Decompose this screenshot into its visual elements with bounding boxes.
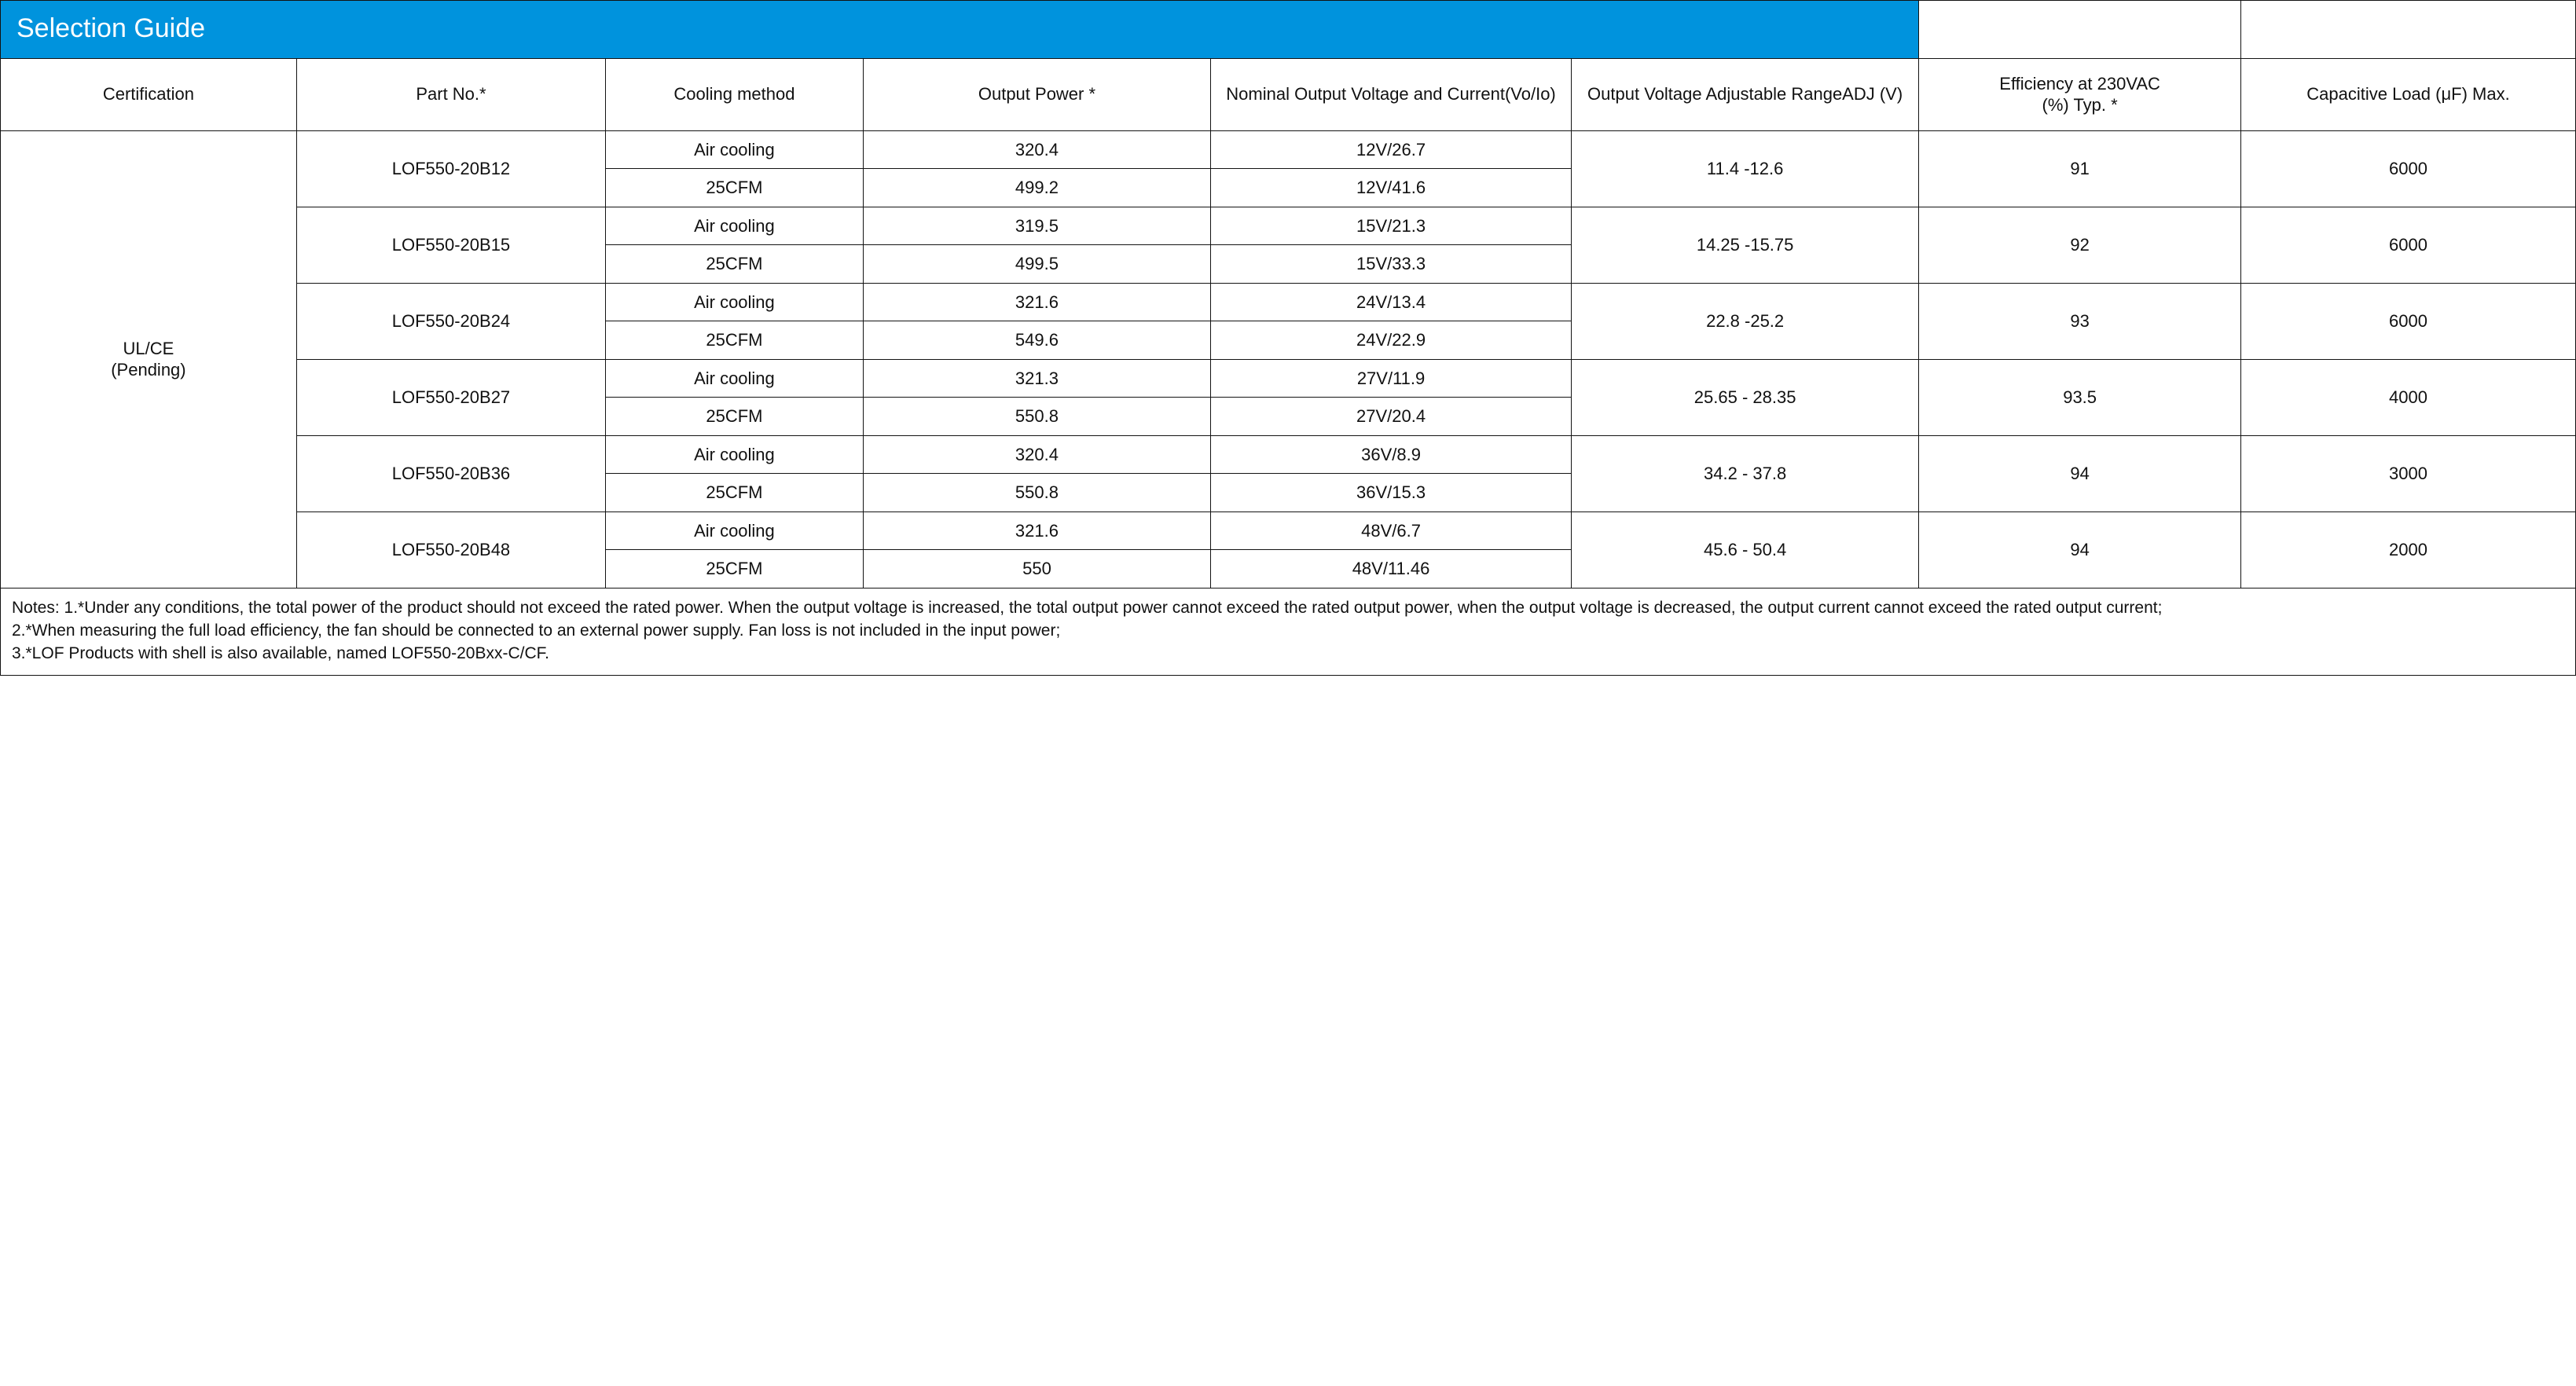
cooling-cell: Air cooling — [606, 435, 864, 474]
adj-range-cell: 45.6 - 50.4 — [1571, 512, 1918, 588]
table-row: LOF550-20B24Air cooling321.624V/13.422.8… — [1, 283, 2576, 321]
cooling-cell: 25CFM — [606, 474, 864, 512]
cap-load-cell: 3000 — [2240, 435, 2575, 512]
efficiency-cell: 94 — [1919, 435, 2241, 512]
table-row: UL/CE(Pending)LOF550-20B12Air cooling320… — [1, 130, 2576, 169]
cooling-cell: 25CFM — [606, 398, 864, 436]
cooling-cell: Air cooling — [606, 207, 864, 245]
output-power-cell: 321.3 — [863, 359, 1210, 398]
output-power-cell: 549.6 — [863, 321, 1210, 360]
voio-cell: 15V/33.3 — [1211, 245, 1572, 284]
table-title: Selection Guide — [1, 1, 1919, 59]
adj-range-cell: 25.65 - 28.35 — [1571, 359, 1918, 435]
voio-cell: 36V/8.9 — [1211, 435, 1572, 474]
voio-cell: 48V/11.46 — [1211, 550, 1572, 588]
title-gap-1 — [1919, 1, 2241, 59]
cooling-cell: Air cooling — [606, 130, 864, 169]
efficiency-cell: 92 — [1919, 207, 2241, 283]
certification-cell: UL/CE(Pending) — [1, 130, 297, 588]
voio-cell: 27V/20.4 — [1211, 398, 1572, 436]
cooling-cell: Air cooling — [606, 359, 864, 398]
output-power-cell: 319.5 — [863, 207, 1210, 245]
cap-load-cell: 4000 — [2240, 359, 2575, 435]
cooling-cell: 25CFM — [606, 245, 864, 284]
output-power-cell: 321.6 — [863, 512, 1210, 550]
selection-guide-table: Selection Guide Certification Part No.* … — [0, 0, 2576, 676]
table-row: LOF550-20B36Air cooling320.436V/8.934.2 … — [1, 435, 2576, 474]
cap-load-cell: 6000 — [2240, 130, 2575, 207]
table-row: LOF550-20B48Air cooling321.648V/6.745.6 … — [1, 512, 2576, 550]
col-cap-load: Capacitive Load (μF) Max. — [2240, 58, 2575, 130]
output-power-cell: 499.2 — [863, 169, 1210, 207]
voio-cell: 36V/15.3 — [1211, 474, 1572, 512]
voio-cell: 24V/22.9 — [1211, 321, 1572, 360]
voio-cell: 24V/13.4 — [1211, 283, 1572, 321]
col-efficiency: Efficiency at 230VAC(%) Typ. * — [1919, 58, 2241, 130]
part-no-cell: LOF550-20B24 — [296, 283, 605, 359]
efficiency-cell: 93 — [1919, 283, 2241, 359]
adj-range-cell: 11.4 -12.6 — [1571, 130, 1918, 207]
adj-range-cell: 22.8 -25.2 — [1571, 283, 1918, 359]
col-cooling: Cooling method — [606, 58, 864, 130]
part-no-cell: LOF550-20B15 — [296, 207, 605, 283]
cooling-cell: 25CFM — [606, 169, 864, 207]
cooling-cell: Air cooling — [606, 512, 864, 550]
table-row: LOF550-20B15Air cooling319.515V/21.314.2… — [1, 207, 2576, 245]
part-no-cell: LOF550-20B36 — [296, 435, 605, 512]
efficiency-cell: 91 — [1919, 130, 2241, 207]
col-part-no: Part No.* — [296, 58, 605, 130]
output-power-cell: 321.6 — [863, 283, 1210, 321]
col-adj-range: Output Voltage Adjustable RangeADJ (V) — [1571, 58, 1918, 130]
parts-body: UL/CE(Pending)LOF550-20B12Air cooling320… — [1, 130, 2576, 588]
voio-cell: 15V/21.3 — [1211, 207, 1572, 245]
efficiency-cell: 94 — [1919, 512, 2241, 588]
voio-cell: 27V/11.9 — [1211, 359, 1572, 398]
output-power-cell: 320.4 — [863, 130, 1210, 169]
efficiency-cell: 93.5 — [1919, 359, 2241, 435]
notes-row: Notes: 1.*Under any conditions, the tota… — [1, 588, 2576, 675]
cooling-cell: 25CFM — [606, 321, 864, 360]
cooling-cell: 25CFM — [606, 550, 864, 588]
col-output-power: Output Power * — [863, 58, 1210, 130]
table-row: LOF550-20B27Air cooling321.327V/11.925.6… — [1, 359, 2576, 398]
output-power-cell: 499.5 — [863, 245, 1210, 284]
col-certification: Certification — [1, 58, 297, 130]
title-gap-2 — [2240, 1, 2575, 59]
output-power-cell: 320.4 — [863, 435, 1210, 474]
voio-cell: 12V/41.6 — [1211, 169, 1572, 207]
col-voio: Nominal Output Voltage and Current(Vo/Io… — [1211, 58, 1572, 130]
cap-load-cell: 6000 — [2240, 283, 2575, 359]
title-row: Selection Guide — [1, 1, 2576, 59]
voio-cell: 12V/26.7 — [1211, 130, 1572, 169]
header-row: Certification Part No.* Cooling method O… — [1, 58, 2576, 130]
voio-cell: 48V/6.7 — [1211, 512, 1572, 550]
cap-load-cell: 2000 — [2240, 512, 2575, 588]
part-no-cell: LOF550-20B48 — [296, 512, 605, 588]
output-power-cell: 550.8 — [863, 474, 1210, 512]
notes-cell: Notes: 1.*Under any conditions, the tota… — [1, 588, 2576, 675]
output-power-cell: 550 — [863, 550, 1210, 588]
selection-guide-container: Selection Guide Certification Part No.* … — [0, 0, 2576, 676]
output-power-cell: 550.8 — [863, 398, 1210, 436]
cap-load-cell: 6000 — [2240, 207, 2575, 283]
adj-range-cell: 14.25 -15.75 — [1571, 207, 1918, 283]
part-no-cell: LOF550-20B27 — [296, 359, 605, 435]
adj-range-cell: 34.2 - 37.8 — [1571, 435, 1918, 512]
part-no-cell: LOF550-20B12 — [296, 130, 605, 207]
cooling-cell: Air cooling — [606, 283, 864, 321]
